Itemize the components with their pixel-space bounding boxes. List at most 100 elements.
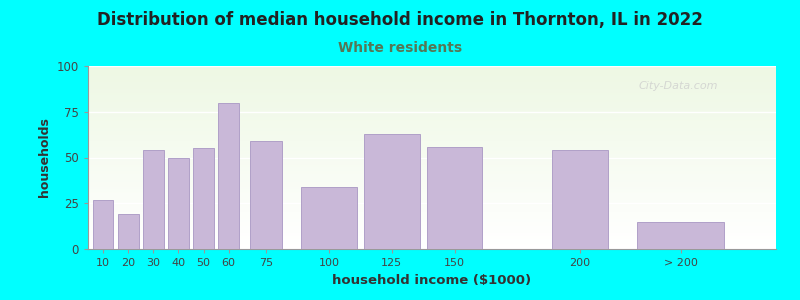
Bar: [88, 116, 776, 117]
Bar: [88, 72, 776, 73]
Bar: [88, 76, 776, 77]
Bar: [88, 87, 776, 88]
Bar: [88, 162, 776, 163]
Bar: [88, 70, 776, 71]
Bar: [88, 201, 776, 202]
Bar: [88, 213, 776, 214]
Bar: [88, 169, 776, 170]
Bar: [88, 91, 776, 92]
Bar: [88, 139, 776, 140]
Bar: [88, 175, 776, 176]
Bar: [88, 131, 776, 132]
Bar: [88, 145, 776, 146]
Bar: [88, 140, 776, 141]
Bar: [218, 103, 239, 249]
Bar: [88, 215, 776, 216]
Bar: [88, 153, 776, 154]
Bar: [88, 154, 776, 155]
Bar: [88, 210, 776, 211]
Bar: [88, 92, 776, 93]
Bar: [88, 248, 776, 249]
Bar: [88, 97, 776, 98]
Bar: [88, 110, 776, 111]
Bar: [88, 66, 776, 67]
Bar: [88, 68, 776, 69]
Bar: [88, 144, 776, 145]
Bar: [88, 121, 776, 122]
Bar: [88, 94, 776, 95]
Bar: [88, 194, 776, 195]
Text: White residents: White residents: [338, 40, 462, 55]
Bar: [88, 88, 776, 89]
Bar: [88, 198, 776, 199]
Bar: [88, 75, 776, 76]
Bar: [88, 240, 776, 241]
Bar: [88, 212, 776, 213]
Bar: [88, 95, 776, 96]
Bar: [88, 106, 776, 107]
Bar: [88, 126, 776, 127]
Bar: [88, 134, 776, 135]
Bar: [88, 107, 776, 108]
Bar: [88, 208, 776, 209]
Bar: [88, 146, 776, 147]
Bar: [88, 199, 776, 200]
Bar: [88, 93, 776, 94]
Bar: [88, 81, 776, 82]
Bar: [88, 85, 776, 86]
Bar: [88, 122, 776, 123]
Bar: [88, 133, 776, 134]
Bar: [88, 101, 776, 102]
Bar: [88, 185, 776, 186]
Bar: [88, 117, 776, 118]
Bar: [88, 178, 776, 179]
Bar: [88, 123, 776, 124]
Bar: [88, 108, 776, 109]
Bar: [88, 163, 776, 164]
Bar: [427, 146, 482, 249]
Bar: [88, 238, 776, 239]
Bar: [88, 221, 776, 223]
Bar: [88, 186, 776, 187]
Bar: [88, 241, 776, 242]
Bar: [88, 113, 776, 114]
Bar: [143, 150, 164, 249]
Bar: [193, 148, 214, 249]
Bar: [88, 245, 776, 246]
Bar: [88, 209, 776, 210]
Bar: [88, 156, 776, 157]
Bar: [88, 128, 776, 129]
Bar: [88, 177, 776, 178]
Bar: [88, 246, 776, 247]
Y-axis label: households: households: [38, 118, 51, 197]
Bar: [553, 150, 608, 249]
Bar: [88, 98, 776, 99]
Bar: [88, 205, 776, 206]
Bar: [88, 171, 776, 172]
Bar: [637, 221, 725, 249]
Bar: [88, 188, 776, 189]
Bar: [88, 102, 776, 103]
Bar: [88, 218, 776, 219]
Bar: [88, 217, 776, 218]
Bar: [88, 112, 776, 113]
Bar: [88, 159, 776, 160]
Bar: [88, 135, 776, 136]
Bar: [88, 77, 776, 78]
Bar: [88, 130, 776, 131]
Bar: [88, 228, 776, 229]
Bar: [88, 138, 776, 139]
Bar: [88, 82, 776, 83]
Bar: [88, 136, 776, 137]
Bar: [88, 214, 776, 215]
Bar: [88, 105, 776, 106]
Bar: [88, 137, 776, 138]
Bar: [88, 203, 776, 204]
Bar: [88, 80, 776, 81]
Bar: [88, 142, 776, 143]
Bar: [88, 207, 776, 208]
Bar: [118, 214, 138, 249]
Bar: [88, 224, 776, 225]
Text: Distribution of median household income in Thornton, IL in 2022: Distribution of median household income …: [97, 11, 703, 28]
Bar: [88, 223, 776, 224]
